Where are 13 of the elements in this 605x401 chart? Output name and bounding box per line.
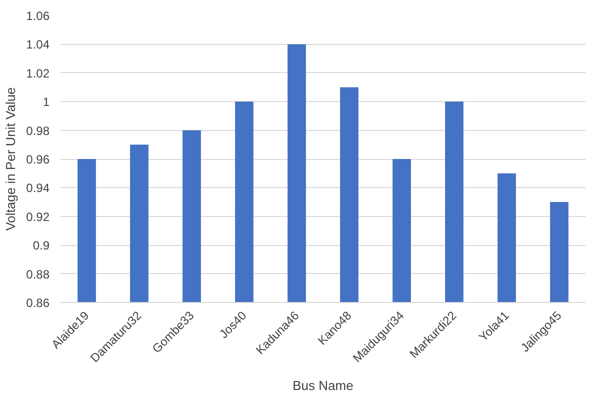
y-tick-label: 0.92	[26, 210, 50, 224]
y-tick-label: 1	[42, 95, 50, 110]
y-tick-label: 0.96	[26, 152, 50, 166]
y-tick-label: 0.94	[26, 181, 50, 196]
y-tick-label: 0.9	[32, 238, 50, 253]
y-tick-label: 0.86	[26, 296, 50, 310]
y-tick-label: 0.88	[26, 267, 50, 282]
x-axis-title: Bus Name	[292, 378, 354, 394]
y-axis-title: Voltage in Per Unit Value	[3, 87, 18, 231]
y-tick-label: 1.02	[26, 66, 50, 80]
y-tick-label: 0.98	[26, 124, 50, 138]
y-tick-label: 1.04	[26, 38, 50, 52]
y-tick-label: 1.06	[26, 9, 50, 23]
